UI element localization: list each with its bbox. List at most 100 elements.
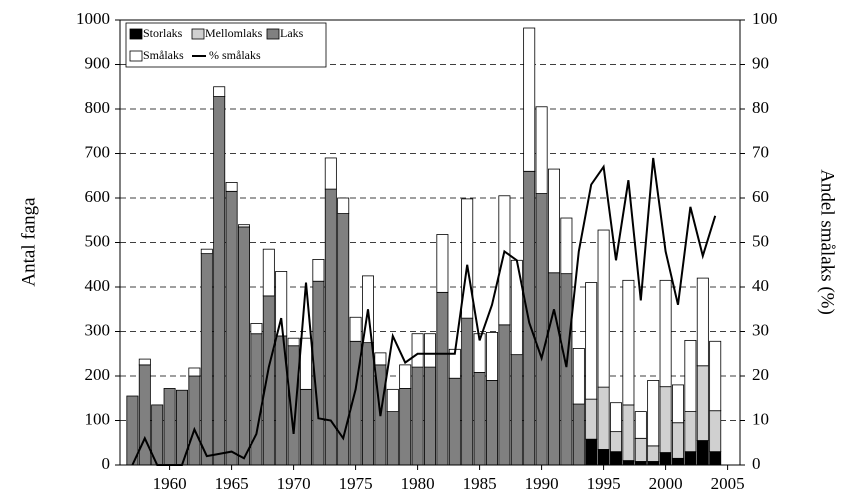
bar-segment: [213, 96, 226, 466]
bar-segment: [461, 198, 474, 319]
y-tick-label: 600: [85, 187, 111, 206]
legend-label: Smålaks: [143, 48, 184, 62]
legend-box: [125, 22, 327, 68]
x-tick-label: 1985: [463, 474, 497, 493]
bar-segment: [647, 461, 660, 466]
bar-segment: [486, 331, 498, 381]
legend-swatch: [191, 28, 205, 40]
bar-segment: [461, 317, 474, 466]
bar-segment: [386, 411, 399, 466]
bar-segment: [448, 377, 461, 466]
bar-segment: [696, 277, 709, 367]
y-tick-label: 1000: [76, 9, 110, 28]
bar-segment: [424, 333, 436, 368]
y2-tick-label: 80: [752, 98, 769, 117]
bar-segment: [337, 197, 350, 214]
bar-segment: [362, 342, 374, 466]
bar-segment: [709, 451, 722, 466]
x-tick-label: 2005: [711, 474, 745, 493]
bar-segment: [709, 410, 722, 453]
bar-segment: [684, 411, 697, 453]
bar-segment: [684, 339, 697, 412]
bar-segment: [411, 333, 424, 368]
bar-segment: [634, 437, 647, 462]
bar-segment: [659, 279, 672, 388]
y-tick-label: 900: [85, 53, 111, 72]
bar-segment: [610, 451, 622, 466]
bar-segment: [572, 348, 585, 405]
y-tick-label: 400: [85, 276, 111, 295]
bar-segment: [659, 386, 672, 453]
legend-swatch: [266, 28, 280, 40]
x-tick-label: 1980: [401, 474, 435, 493]
bar-segment: [436, 234, 449, 293]
x-tick-label: 1960: [153, 474, 187, 493]
legend-label: Storlaks: [143, 26, 183, 40]
bar-segment: [324, 188, 337, 466]
bar-segment: [548, 168, 560, 274]
y2-tick-label: 100: [752, 9, 778, 28]
bar-segment: [622, 404, 635, 461]
y-tick-label: 500: [85, 231, 111, 250]
bar-segment: [262, 295, 275, 466]
legend-swatch: [129, 50, 143, 62]
bar-segment: [473, 372, 486, 466]
y2-tick-label: 60: [752, 187, 769, 206]
bar-segment: [200, 248, 213, 255]
bar-segment: [324, 157, 337, 190]
y2-tick-label: 70: [752, 142, 769, 161]
bar-segment: [424, 366, 436, 466]
y-tick-label: 0: [102, 454, 111, 473]
bar-segment: [275, 271, 288, 337]
legend-swatch: [129, 28, 143, 40]
y-tick-label: 700: [85, 142, 111, 161]
y2-tick-label: 40: [752, 276, 769, 295]
bar-segment: [188, 375, 201, 466]
bar-segment: [684, 451, 697, 466]
x-tick-label: 1975: [339, 474, 373, 493]
y2-tick-label: 10: [752, 409, 769, 428]
bar-segment: [548, 272, 560, 466]
bar-segment: [163, 388, 176, 466]
bar-segment: [374, 352, 387, 366]
bar-segment: [634, 411, 647, 439]
bar-segment: [634, 461, 647, 466]
bar-segment: [213, 86, 226, 97]
bar-segment: [560, 217, 573, 275]
bar-segment: [647, 445, 660, 462]
legend-label: Mellomlaks: [205, 26, 263, 40]
bar-segment: [300, 337, 312, 390]
bar-segment: [696, 365, 709, 441]
bar-segment: [498, 195, 511, 326]
bar-segment: [225, 182, 238, 192]
bar-segment: [510, 354, 523, 466]
bar-segment: [238, 226, 250, 466]
legend-label: % smålaks: [209, 48, 261, 62]
bar-segment: [399, 388, 412, 466]
bar-segment: [486, 380, 498, 466]
bar-segment: [300, 388, 312, 466]
y2-tick-label: 90: [752, 53, 769, 72]
x-tick-label: 1995: [587, 474, 621, 493]
bar-segment: [436, 291, 449, 466]
bar-segment: [250, 323, 263, 335]
bar-segment: [349, 316, 362, 342]
bar-segment: [585, 438, 598, 466]
bar-segment: [535, 193, 548, 466]
bar-segment: [672, 422, 684, 459]
bar-segment: [312, 259, 325, 282]
line-series: [131, 157, 717, 466]
bar-segment: [597, 449, 610, 466]
bar-segment: [473, 333, 486, 373]
bar-segment: [411, 366, 424, 466]
x-tick-label: 1990: [525, 474, 559, 493]
bar-segment: [659, 452, 672, 466]
bar-segment: [386, 388, 399, 413]
bar-segment: [672, 457, 684, 466]
bar-segment: [138, 358, 151, 366]
x-tick-label: 2000: [649, 474, 683, 493]
bar-segment: [287, 337, 300, 347]
bar-segment: [610, 431, 622, 453]
y2-tick-label: 20: [752, 365, 769, 384]
bar-segment: [622, 279, 635, 406]
